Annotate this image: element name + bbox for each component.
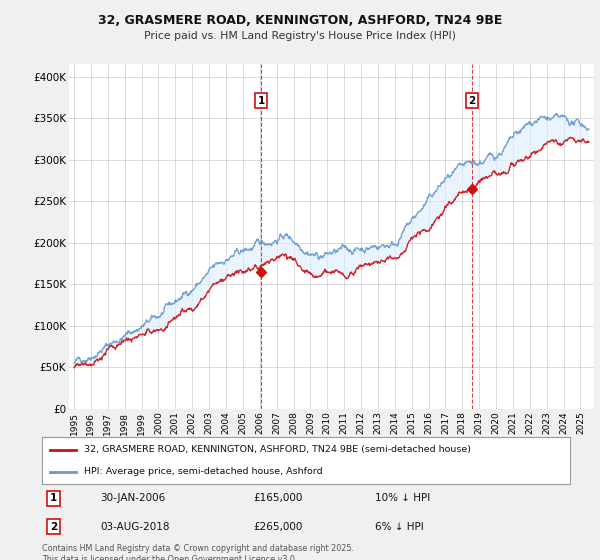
Text: £165,000: £165,000	[253, 493, 302, 503]
Text: HPI: Average price, semi-detached house, Ashford: HPI: Average price, semi-detached house,…	[84, 467, 323, 476]
Text: 32, GRASMERE ROAD, KENNINGTON, ASHFORD, TN24 9BE (semi-detached house): 32, GRASMERE ROAD, KENNINGTON, ASHFORD, …	[84, 445, 471, 454]
Text: 2: 2	[50, 521, 57, 531]
Text: 2: 2	[469, 96, 476, 106]
Text: 6% ↓ HPI: 6% ↓ HPI	[374, 521, 424, 531]
Text: Price paid vs. HM Land Registry's House Price Index (HPI): Price paid vs. HM Land Registry's House …	[144, 31, 456, 41]
Text: 30-JAN-2006: 30-JAN-2006	[100, 493, 166, 503]
Text: 03-AUG-2018: 03-AUG-2018	[100, 521, 170, 531]
Text: 32, GRASMERE ROAD, KENNINGTON, ASHFORD, TN24 9BE: 32, GRASMERE ROAD, KENNINGTON, ASHFORD, …	[98, 14, 502, 27]
Text: 10% ↓ HPI: 10% ↓ HPI	[374, 493, 430, 503]
Text: 1: 1	[50, 493, 57, 503]
Text: Contains HM Land Registry data © Crown copyright and database right 2025.
This d: Contains HM Land Registry data © Crown c…	[42, 544, 354, 560]
Text: £265,000: £265,000	[253, 521, 302, 531]
Text: 1: 1	[257, 96, 265, 106]
